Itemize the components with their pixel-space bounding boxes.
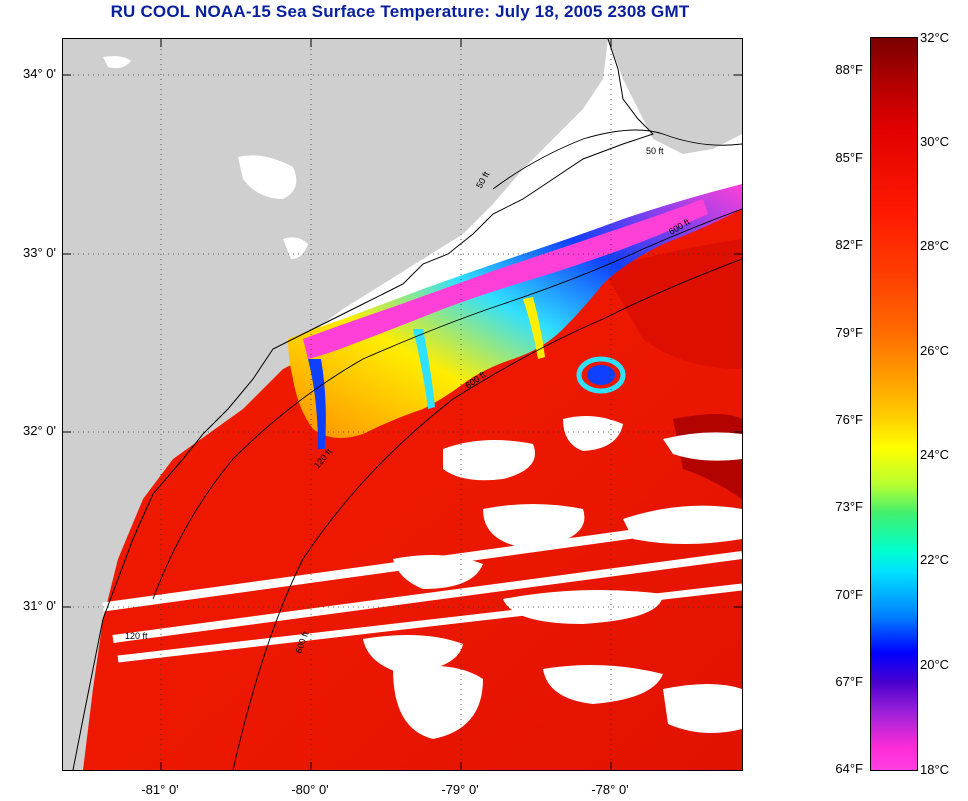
lat-label-33: 33° 0'	[23, 245, 56, 260]
colorbar-c-20: 20°C	[920, 657, 950, 672]
swath-gaps	[102, 514, 742, 663]
sst-map-canvas: 50 ft 50 ft 600 ft 120 ft 600 ft 120 ft …	[63, 39, 742, 770]
temperature-colorbar	[870, 37, 918, 771]
lat-label-34: 34° 0'	[23, 66, 56, 81]
cold-finger-2	[413, 329, 435, 409]
isobath-label-50ft: 50 ft	[646, 146, 664, 156]
colorbar-c-26: 26°C	[920, 343, 950, 358]
colorbar-f-64: 64°F	[835, 761, 863, 776]
colorbar-f-76: 76°F	[835, 412, 863, 427]
colorbar-c-18: 18°C	[920, 762, 950, 777]
isobath-label-120ft-2: 120 ft	[125, 631, 148, 641]
colorbar-f-73: 73°F	[835, 499, 863, 514]
colorbar-c-30: 30°C	[920, 134, 950, 149]
graticule	[63, 39, 742, 770]
cold-finger-1	[308, 359, 326, 449]
lat-label-31: 31° 0'	[23, 598, 56, 613]
colorbar-f-88: 88°F	[835, 62, 863, 77]
lon-label-78: -78° 0'	[591, 782, 629, 797]
cold-finger-3	[523, 297, 545, 359]
colorbar-f-70: 70°F	[835, 587, 863, 602]
nearshore-cloud	[303, 39, 742, 344]
upwelling-front	[288, 184, 742, 438]
cold-eddy	[587, 365, 615, 385]
map-title: RU COOL NOAA-15 Sea Surface Temperature:…	[110, 2, 690, 21]
colorbar-f-82: 82°F	[835, 237, 863, 252]
cold-eddy-ring	[576, 356, 626, 394]
colorbar-c-32: 32°C	[920, 30, 950, 45]
magenta-coastal-upwelling	[303, 199, 708, 359]
colorbar-f-79: 79°F	[835, 325, 863, 340]
lon-label-79: -79° 0'	[441, 782, 479, 797]
colorbar-f-85: 85°F	[835, 150, 863, 165]
axis-ticks	[63, 39, 742, 770]
sst-map: 50 ft 50 ft 600 ft 120 ft 600 ft 120 ft …	[62, 38, 743, 771]
colorbar-c-24: 24°C	[920, 447, 950, 462]
lon-label-80: -80° 0'	[291, 782, 329, 797]
isobath-contours	[152, 129, 742, 770]
hot-water-patch-2	[603, 239, 742, 369]
colorbar-c-28: 28°C	[920, 238, 950, 253]
lon-label-81: -81° 0'	[141, 782, 179, 797]
coastline	[72, 39, 654, 770]
colorbar-f-67: 67°F	[835, 674, 863, 689]
lat-label-32: 32° 0'	[23, 423, 56, 438]
colorbar-c-22: 22°C	[920, 552, 950, 567]
